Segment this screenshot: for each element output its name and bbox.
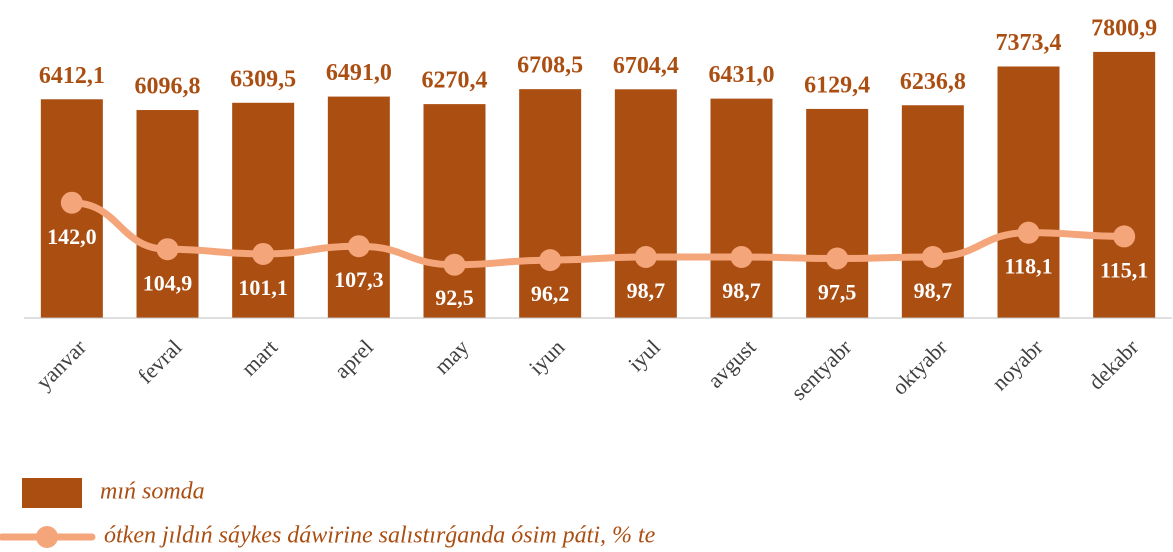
line-value-label: 115,1 <box>1100 257 1148 282</box>
bar-value-label: 6309,5 <box>230 66 296 92</box>
bar <box>997 66 1060 318</box>
bar-value-label: 6129,4 <box>804 72 870 98</box>
x-tick-label: iyul <box>623 334 665 376</box>
line-value-label: 142,0 <box>47 224 97 249</box>
line-value-label: 98,7 <box>627 278 666 303</box>
bar <box>614 89 677 318</box>
x-tick-label: dekabr <box>1083 334 1143 394</box>
line-marker <box>60 191 83 214</box>
bar <box>423 104 486 319</box>
x-tick-label: yanvar <box>31 334 91 394</box>
bar-value-label: 6412,1 <box>39 63 105 89</box>
line-value-label: 107,3 <box>334 267 384 292</box>
bar-value-label: 7373,4 <box>996 30 1062 56</box>
x-tick-label: may <box>429 334 473 378</box>
legend-marker <box>36 526 58 548</box>
line-marker <box>1113 225 1136 248</box>
x-tick-label: noyabr <box>987 334 1048 395</box>
line-value-label: 98,7 <box>914 278 953 303</box>
line <box>68 199 1128 269</box>
x-tick-label: aprel <box>329 334 378 383</box>
bar-value-label: 6704,4 <box>613 53 679 79</box>
bar <box>232 102 295 319</box>
line-marker <box>921 245 944 268</box>
legend-label: ótken jıldıń sáykes dáwirine salıstırǵan… <box>104 523 656 549</box>
line-marker <box>347 235 370 258</box>
line-marker <box>252 242 275 265</box>
line-marker <box>539 249 562 272</box>
line-value-label: 98,7 <box>722 278 761 303</box>
bar-value-label: 7800,9 <box>1091 15 1157 41</box>
x-tick-label: oktyabr <box>887 334 953 400</box>
bar-value-label: 6236,8 <box>900 69 966 95</box>
line-value-label: 97,5 <box>818 280 857 305</box>
bar <box>327 96 390 318</box>
bar <box>519 89 582 318</box>
bar-value-label: 6270,4 <box>422 68 488 94</box>
bar-value-label: 6096,8 <box>135 74 201 100</box>
line-marker <box>156 238 179 261</box>
line-marker <box>826 247 849 270</box>
line-value-label: 92,5 <box>435 285 474 310</box>
line-marker <box>730 245 753 268</box>
bar <box>1093 51 1156 318</box>
line-value-label: 101,1 <box>238 275 288 300</box>
bar <box>901 105 964 318</box>
line-marker <box>443 253 466 276</box>
line-value-label: 104,9 <box>143 270 193 295</box>
bar <box>710 98 773 319</box>
x-tick-label: avgust <box>702 334 760 392</box>
x-tick-label: sentyabr <box>786 334 857 405</box>
line-value-label: 96,2 <box>531 281 570 306</box>
line-marker <box>1017 221 1040 244</box>
legend-label: mıń somda <box>100 479 205 505</box>
line-value-label: 118,1 <box>1004 254 1052 279</box>
bar-value-label: 6708,5 <box>517 53 583 79</box>
x-tick-label: fevral <box>133 334 187 388</box>
bar-value-label: 6431,0 <box>709 62 775 88</box>
x-tick-label: iyun <box>524 334 569 379</box>
legend-swatch <box>22 478 82 508</box>
line-marker <box>634 245 657 268</box>
bar <box>136 110 199 319</box>
x-tick-label: mart <box>236 334 282 380</box>
bar <box>806 108 869 318</box>
bar-value-label: 6491,0 <box>326 60 392 86</box>
